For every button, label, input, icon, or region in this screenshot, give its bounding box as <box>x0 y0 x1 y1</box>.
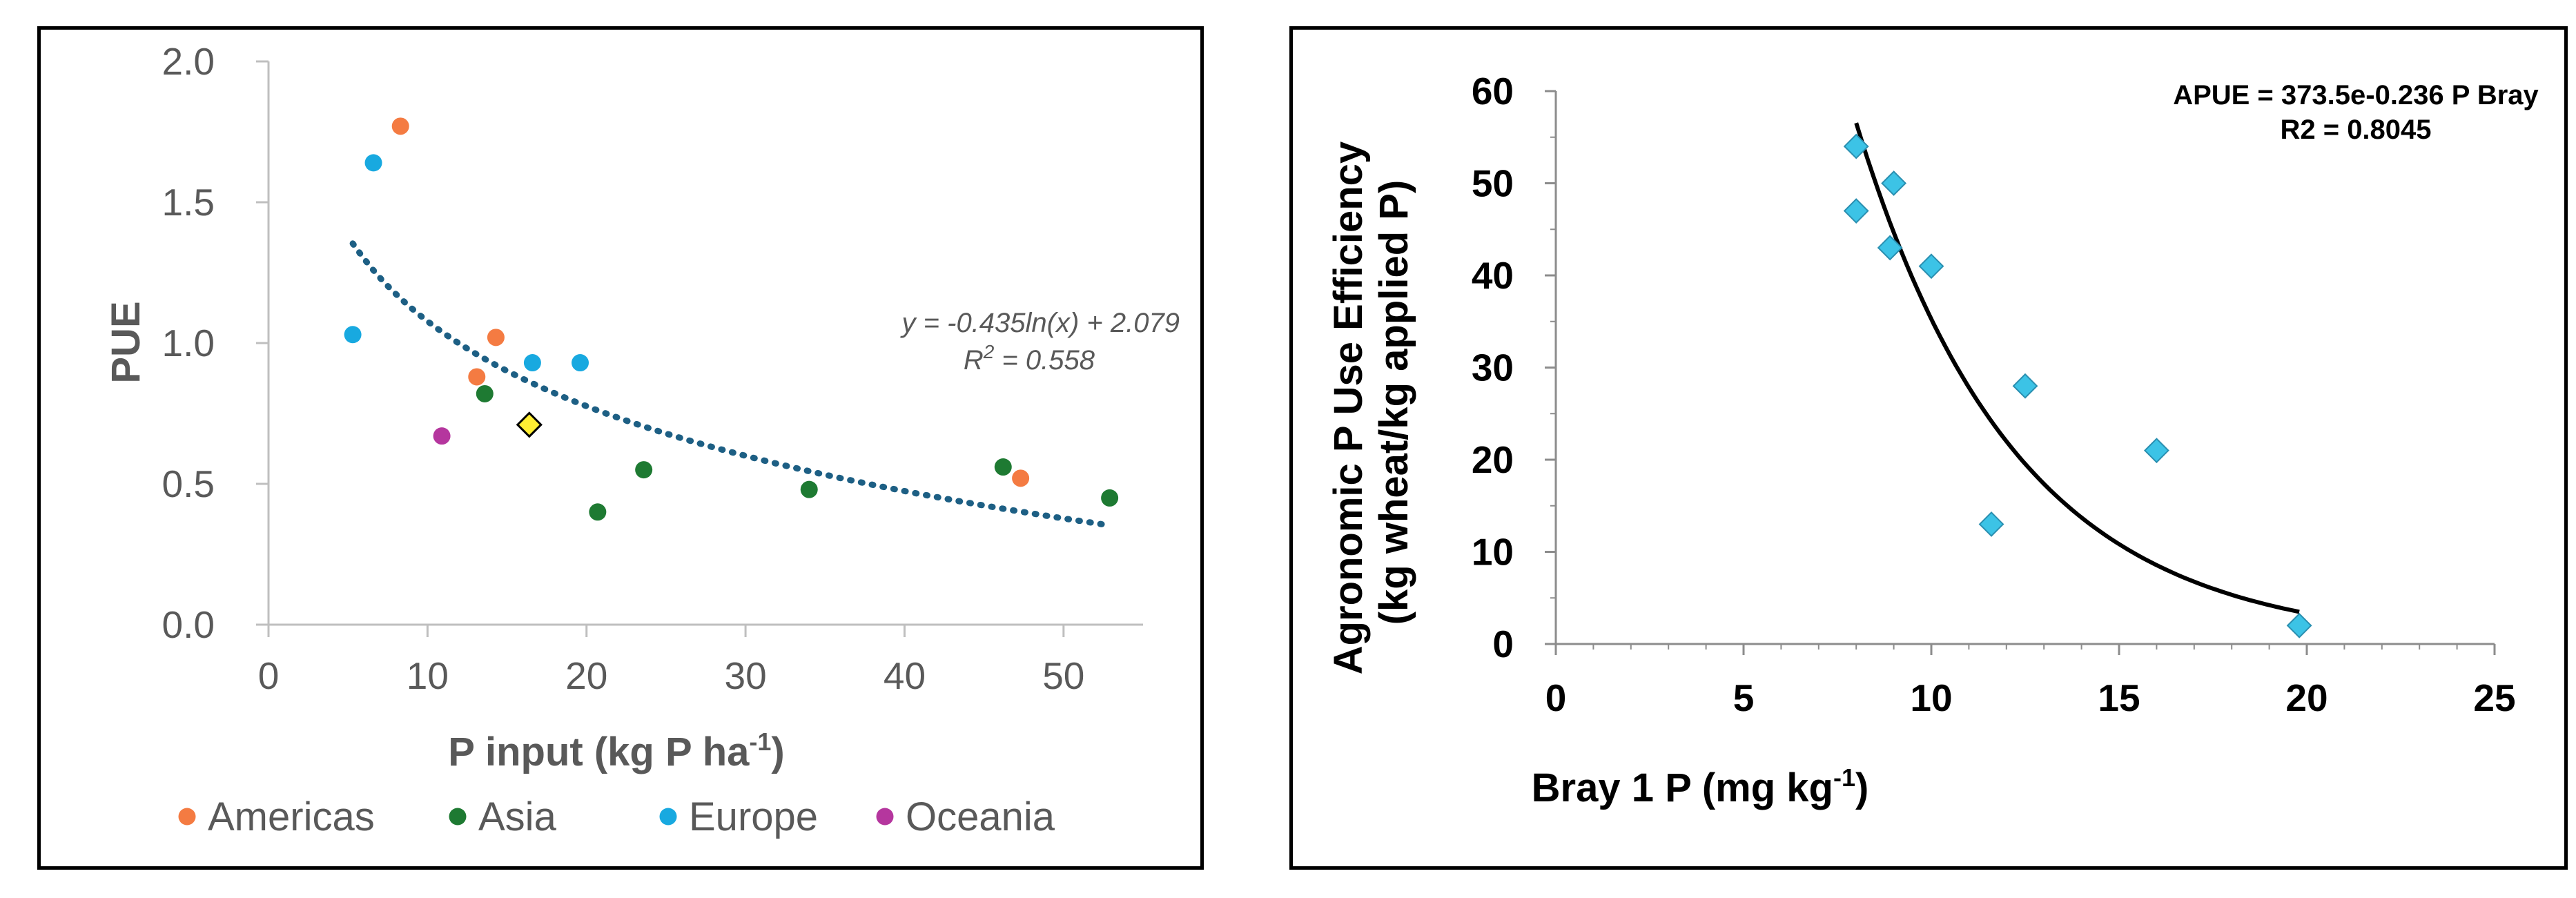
data-point <box>2012 373 2038 399</box>
data-point <box>1978 511 2004 537</box>
data-point-europe <box>364 154 382 172</box>
right-chart-panel: 0 10 20 30 40 50 60 0 5 10 15 20 25 Agronomic P Use … <box>1289 26 2568 870</box>
data-point-europe <box>523 354 541 372</box>
y-tick-label: 0 <box>1492 623 1514 665</box>
pue-scatter-chart: 0.0 0.5 1.0 1.5 2.0 0 10 20 30 40 50 PUE P input (… <box>104 40 1180 839</box>
data-point <box>1843 198 1869 224</box>
x-tick-label: 30 <box>724 654 766 697</box>
x-tick-label: 5 <box>1733 676 1755 719</box>
data-point-asia <box>800 480 818 498</box>
y-tick-label: 60 <box>1472 70 1514 113</box>
data-point <box>2143 438 2169 464</box>
data-point-americas <box>391 117 409 135</box>
x-tick-label: 50 <box>1042 654 1084 697</box>
data-point <box>1881 170 1907 196</box>
data-point-oceania <box>433 427 451 445</box>
data-point-highlight <box>516 411 543 438</box>
x-tick-label: 10 <box>407 654 449 697</box>
y-axis-label: Agronomic P Use Efficiency (kg wheat/kg … <box>1326 130 1416 675</box>
data-point-americas <box>1012 469 1030 487</box>
legend-label-oceania: Oceania <box>906 794 1055 839</box>
trendline-equation: APUE = 373.5e-0.236 P Bray <box>2173 80 2539 110</box>
x-tick-label: 40 <box>884 654 926 697</box>
legend-marker-americas <box>178 808 196 826</box>
y-tick-label: 0.5 <box>162 462 215 505</box>
data-point-americas <box>468 368 486 386</box>
data-point-asia <box>994 458 1012 476</box>
left-chart-panel: 0.0 0.5 1.0 1.5 2.0 0 10 20 30 40 50 PUE P input (… <box>37 26 1204 870</box>
y-tick-label: 20 <box>1472 438 1514 481</box>
data-point <box>1918 253 1944 280</box>
x-tick-label: 20 <box>565 654 607 697</box>
data-point-asia <box>1101 489 1119 507</box>
legend-label-asia: Asia <box>478 794 557 839</box>
trendline-r-squared: R2 = 0.558 <box>964 341 1095 375</box>
data-point <box>1877 235 1903 261</box>
x-tick-label: 0 <box>1545 676 1567 719</box>
trendline-r-squared: R2 = 0.8045 <box>2280 115 2431 145</box>
data-point <box>1843 133 1869 159</box>
data-point-asia <box>476 384 494 402</box>
x-tick-label: 10 <box>1910 676 1952 719</box>
y-tick-label: 2.0 <box>162 40 215 83</box>
data-point-asia <box>635 461 653 479</box>
legend-marker-asia <box>449 808 467 826</box>
x-axis-label: P input (kg P ha-1) <box>448 728 784 774</box>
x-axis-label: Bray 1 P (mg kg-1) <box>1532 763 1869 810</box>
trendline-equation: y = -0.435ln(x) + 2.079 <box>900 308 1180 338</box>
legend: Americas Asia Europe Oceania <box>178 794 1055 839</box>
y-tick-label: 0.0 <box>162 603 215 646</box>
y-tick-label: 40 <box>1472 254 1514 297</box>
y-axis-label: PUE <box>104 301 148 383</box>
legend-marker-europe <box>659 808 677 826</box>
x-tick-label: 20 <box>2285 676 2328 719</box>
x-tick-label: 15 <box>2098 676 2140 719</box>
apue-scatter-chart: 0 10 20 30 40 50 60 0 5 10 15 20 25 Agronomic P Use … <box>1326 70 2539 810</box>
y-tick-label: 1.5 <box>162 181 215 224</box>
data-point-europe <box>344 326 362 344</box>
exponential-trendline <box>1854 122 2300 614</box>
x-tick-label: 25 <box>2473 676 2515 719</box>
data-point-americas <box>487 329 505 346</box>
y-tick-label: 1.0 <box>162 322 215 364</box>
data-point-asia <box>589 503 607 521</box>
data-point <box>2286 612 2312 638</box>
legend-marker-oceania <box>876 808 894 826</box>
log-trendline <box>349 240 1113 529</box>
y-tick-label: 50 <box>1472 162 1514 205</box>
x-tick-label: 0 <box>258 654 280 697</box>
legend-label-europe: Europe <box>689 794 818 839</box>
y-tick-label: 10 <box>1472 531 1514 574</box>
legend-label-americas: Americas <box>208 794 375 839</box>
y-tick-label: 30 <box>1472 346 1514 389</box>
data-point-europe <box>572 354 589 372</box>
